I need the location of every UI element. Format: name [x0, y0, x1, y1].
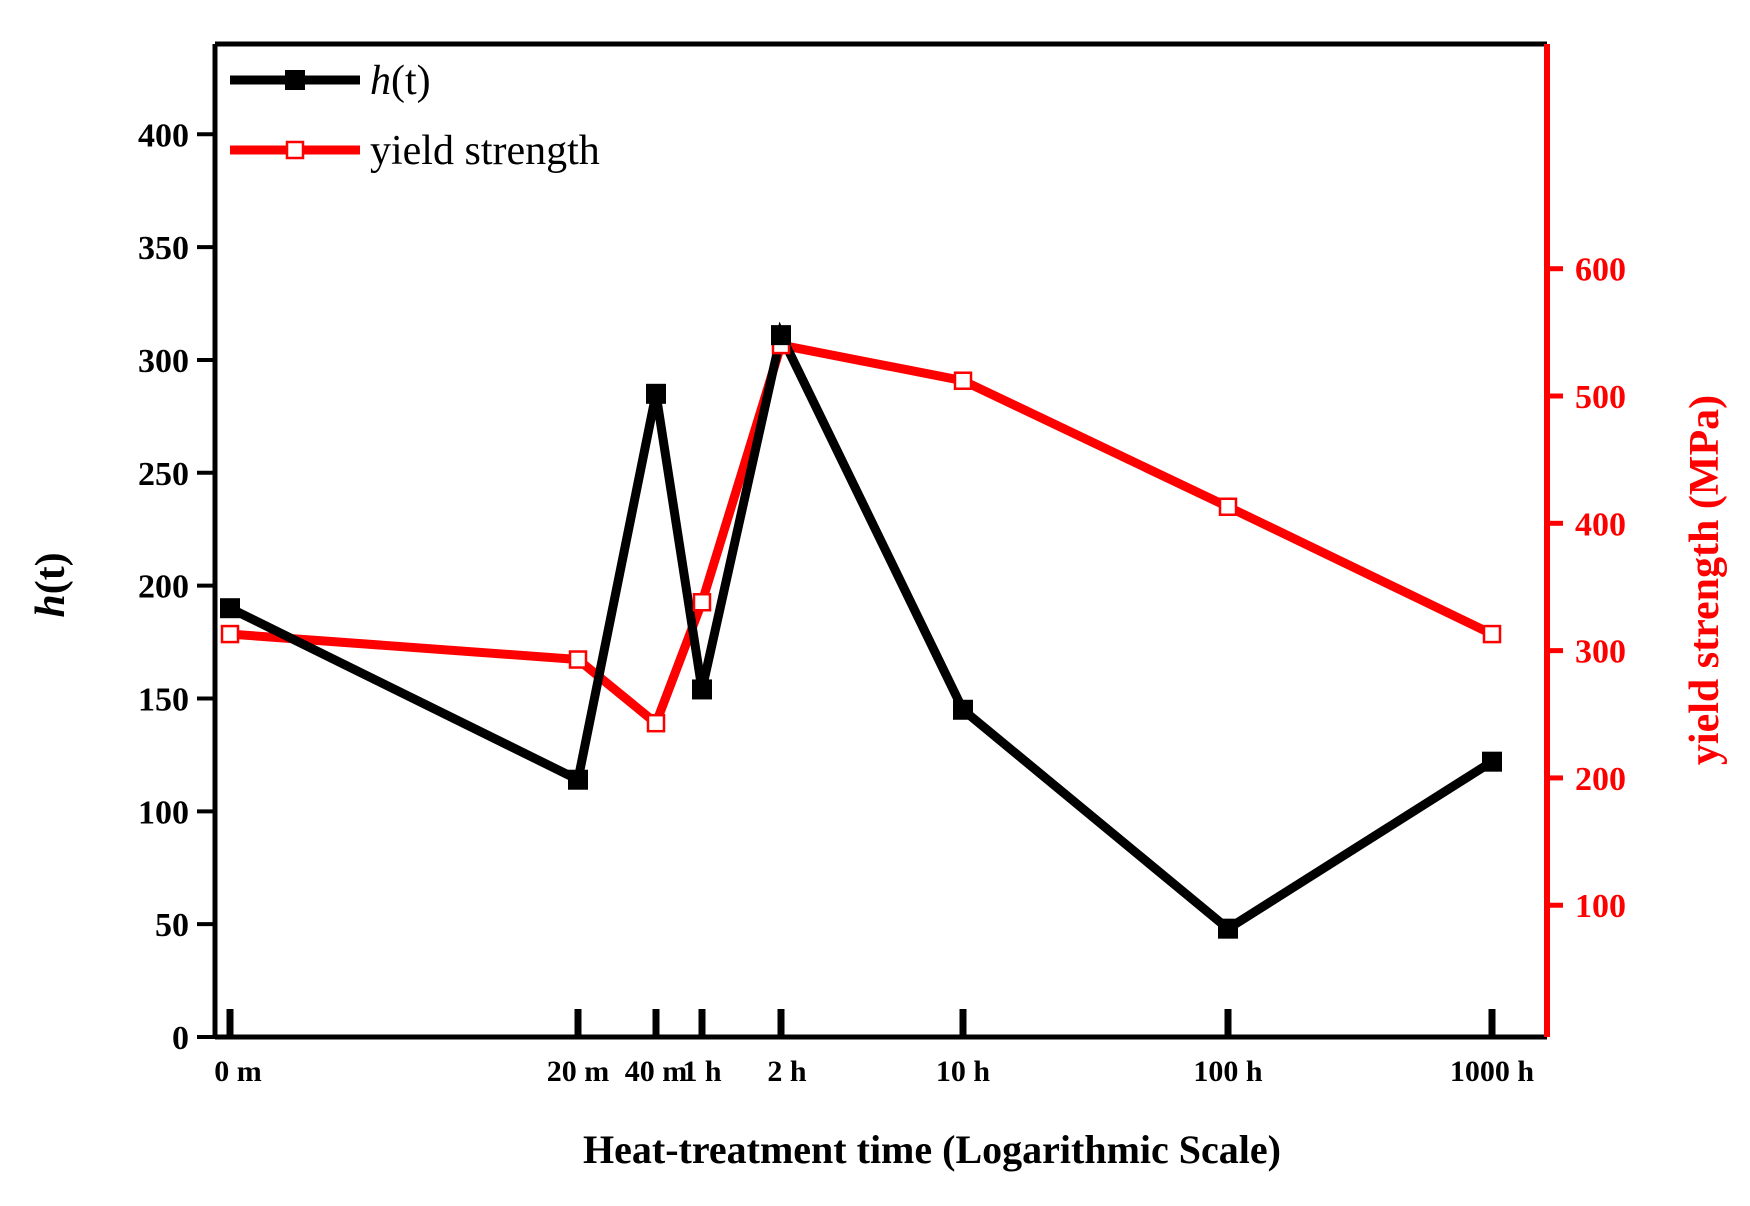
- data-point-yield-strength: [568, 650, 588, 669]
- y-tick-label-right: 100: [1575, 888, 1626, 925]
- data-point-h-t: [1482, 751, 1502, 772]
- axes-layer: 0 50 100 150 200 250 300 350 400 100 200 300 400 500 6…: [138, 41, 1626, 1088]
- data-point-yield-strength: [220, 624, 240, 644]
- x-axis-title: Heat-treatment time (Logarithmic Scale): [583, 1127, 1281, 1172]
- data-point-h-t: [220, 598, 240, 619]
- y-tick-label-left: 350: [138, 230, 189, 267]
- legend-item-h-t: h(t): [230, 58, 431, 104]
- legend-marker-yield-strength: [285, 140, 305, 160]
- y-axis-title-italic: h: [28, 594, 74, 617]
- data-point-h-t: [953, 699, 973, 720]
- y-tick-label-right: 600: [1575, 252, 1626, 289]
- data-point-h-t: [692, 679, 712, 700]
- y-tick-label-left: 200: [138, 569, 189, 606]
- legend: h(t) yield strength: [230, 58, 600, 174]
- data-point-yield-strength: [646, 713, 666, 733]
- legend-label-yield-strength: yield strength: [370, 128, 600, 174]
- x-tick-label: 40 m: [625, 1055, 688, 1088]
- y-tick-label-left: 300: [138, 343, 189, 380]
- y-tick-label-right: 300: [1575, 634, 1626, 671]
- data-point-yield-strength: [953, 371, 973, 390]
- y-tick-label-left: 400: [138, 117, 189, 154]
- legend-label-h-t: h(t): [370, 58, 431, 104]
- y-tick-label-left: 0: [172, 1020, 189, 1057]
- legend-marker-h-t: [285, 70, 305, 90]
- legend-label-rest: (t): [391, 58, 431, 104]
- y-tick-label-left: 100: [138, 794, 189, 831]
- x-tick-label: 1 h: [682, 1055, 722, 1088]
- x-tick-label: 10 h: [936, 1055, 991, 1088]
- data-point-yield-strength: [1218, 497, 1238, 517]
- x-tick-label: 1000 h: [1450, 1055, 1535, 1088]
- y-axis-title-left: h(t): [28, 552, 74, 617]
- legend-label-italic: h: [370, 58, 391, 104]
- y-tick-label-right: 200: [1575, 761, 1626, 798]
- y-tick-label-left: 150: [138, 681, 189, 718]
- data-point-h-t: [568, 769, 588, 790]
- data-point-yield-strength: [692, 592, 712, 612]
- y-tick-label-left: 50: [155, 907, 189, 944]
- plot-layer: [220, 321, 1502, 939]
- data-point-h-t: [646, 383, 666, 404]
- series-line-yield-strength: [229, 339, 1494, 731]
- x-tick-label: 0 m: [214, 1055, 262, 1088]
- y-axis-title-right: yield strength (MPa): [1682, 395, 1728, 765]
- x-tick-label: 20 m: [547, 1055, 610, 1088]
- data-point-h-t: [1218, 918, 1238, 939]
- x-tick-label: 100 h: [1193, 1055, 1263, 1088]
- y-tick-label-right: 500: [1575, 379, 1626, 416]
- y-axis-title-rest: (t): [28, 552, 74, 594]
- legend-item-yield-strength: yield strength: [230, 128, 600, 174]
- y-tick-label-left: 250: [138, 456, 189, 493]
- axis-titles: Heat-treatment time (Logarithmic Scale) h…: [28, 395, 1728, 1172]
- data-point-h-t: [771, 325, 791, 346]
- y-tick-label-right: 400: [1575, 506, 1626, 543]
- x-tick-label: 2 h: [767, 1055, 807, 1088]
- series-line-h-t: [228, 321, 1495, 935]
- data-point-yield-strength: [1482, 624, 1502, 644]
